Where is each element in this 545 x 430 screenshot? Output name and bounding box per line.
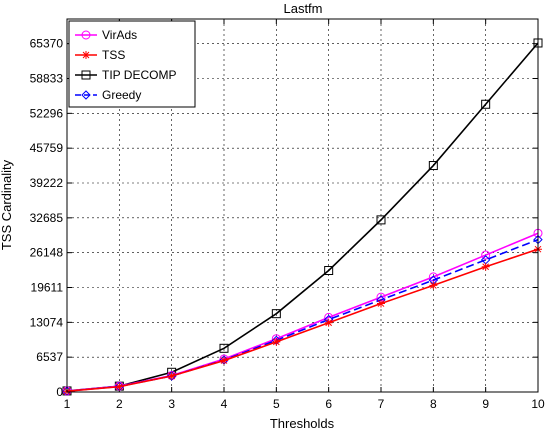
y-tick-label: 32685 xyxy=(30,211,64,225)
x-tick-label: 5 xyxy=(273,397,280,411)
data-point xyxy=(481,250,491,260)
data-point xyxy=(220,356,228,365)
data-point xyxy=(81,30,91,40)
data-point xyxy=(81,90,91,100)
plot-frame xyxy=(66,18,539,393)
x-tick-label: 8 xyxy=(430,397,437,411)
data-point xyxy=(376,215,386,225)
data-point xyxy=(219,343,229,353)
x-tick-label: 3 xyxy=(168,397,175,411)
data-point xyxy=(324,318,333,327)
y-tick-label: 0 xyxy=(56,385,63,399)
x-tick-label: 1 xyxy=(64,397,71,411)
y-axis-title: TSS Cardinality xyxy=(0,159,14,250)
legend-label: Greedy xyxy=(102,88,141,102)
data-point xyxy=(377,299,385,308)
series-lines xyxy=(62,38,543,396)
series-line xyxy=(66,248,539,392)
y-tick-label: 58833 xyxy=(30,72,64,86)
legend-item: TIP DECOMP xyxy=(75,68,176,82)
data-point xyxy=(481,99,491,109)
y-tick-label: 45759 xyxy=(30,141,64,155)
data-point xyxy=(324,266,334,276)
y-tick-label: 13074 xyxy=(30,315,64,329)
data-point xyxy=(429,281,438,290)
x-tick-labels: 1 2 3 4 5 6 7 8 9 10 xyxy=(64,397,545,411)
x-tick-label: 4 xyxy=(221,397,228,411)
data-point xyxy=(81,70,91,80)
grid-lines xyxy=(66,19,539,393)
legend: VirAds TSS TIP DECOMP Greedy xyxy=(68,20,196,108)
data-point xyxy=(272,337,281,346)
legend-label: TSS xyxy=(102,48,125,62)
y-tick-label: 6537 xyxy=(36,350,63,364)
data-point xyxy=(115,382,124,391)
data-point xyxy=(82,51,90,59)
data-point xyxy=(428,161,438,171)
data-point xyxy=(167,372,176,381)
data-point xyxy=(481,262,490,271)
legend-item: VirAds xyxy=(75,28,137,42)
y-tick-label: 52296 xyxy=(30,106,64,120)
x-axis-title: Thresholds xyxy=(270,416,335,430)
chart-title: Lastfm xyxy=(283,1,322,16)
legend-label: TIP DECOMP xyxy=(102,68,176,82)
data-point xyxy=(271,309,281,319)
y-tick-label: 39222 xyxy=(30,176,64,190)
x-tick-label: 9 xyxy=(482,397,489,411)
legend-item: Greedy xyxy=(75,88,141,102)
y-tick-label: 26148 xyxy=(30,246,64,260)
y-tick-label: 19611 xyxy=(31,281,64,295)
legend-label: VirAds xyxy=(102,28,137,42)
x-tick-label: 10 xyxy=(531,397,545,411)
x-tick-label: 6 xyxy=(325,397,332,411)
legend-item: TSS xyxy=(75,48,125,62)
series-line xyxy=(66,42,539,392)
x-tick-label: 2 xyxy=(116,397,123,411)
y-tick-label: 65370 xyxy=(30,37,64,51)
y-tick-labels: 0 6537 13074 19611 26148 32685 39222 45759 52296… xyxy=(30,37,64,399)
x-tick-label: 7 xyxy=(378,397,385,411)
